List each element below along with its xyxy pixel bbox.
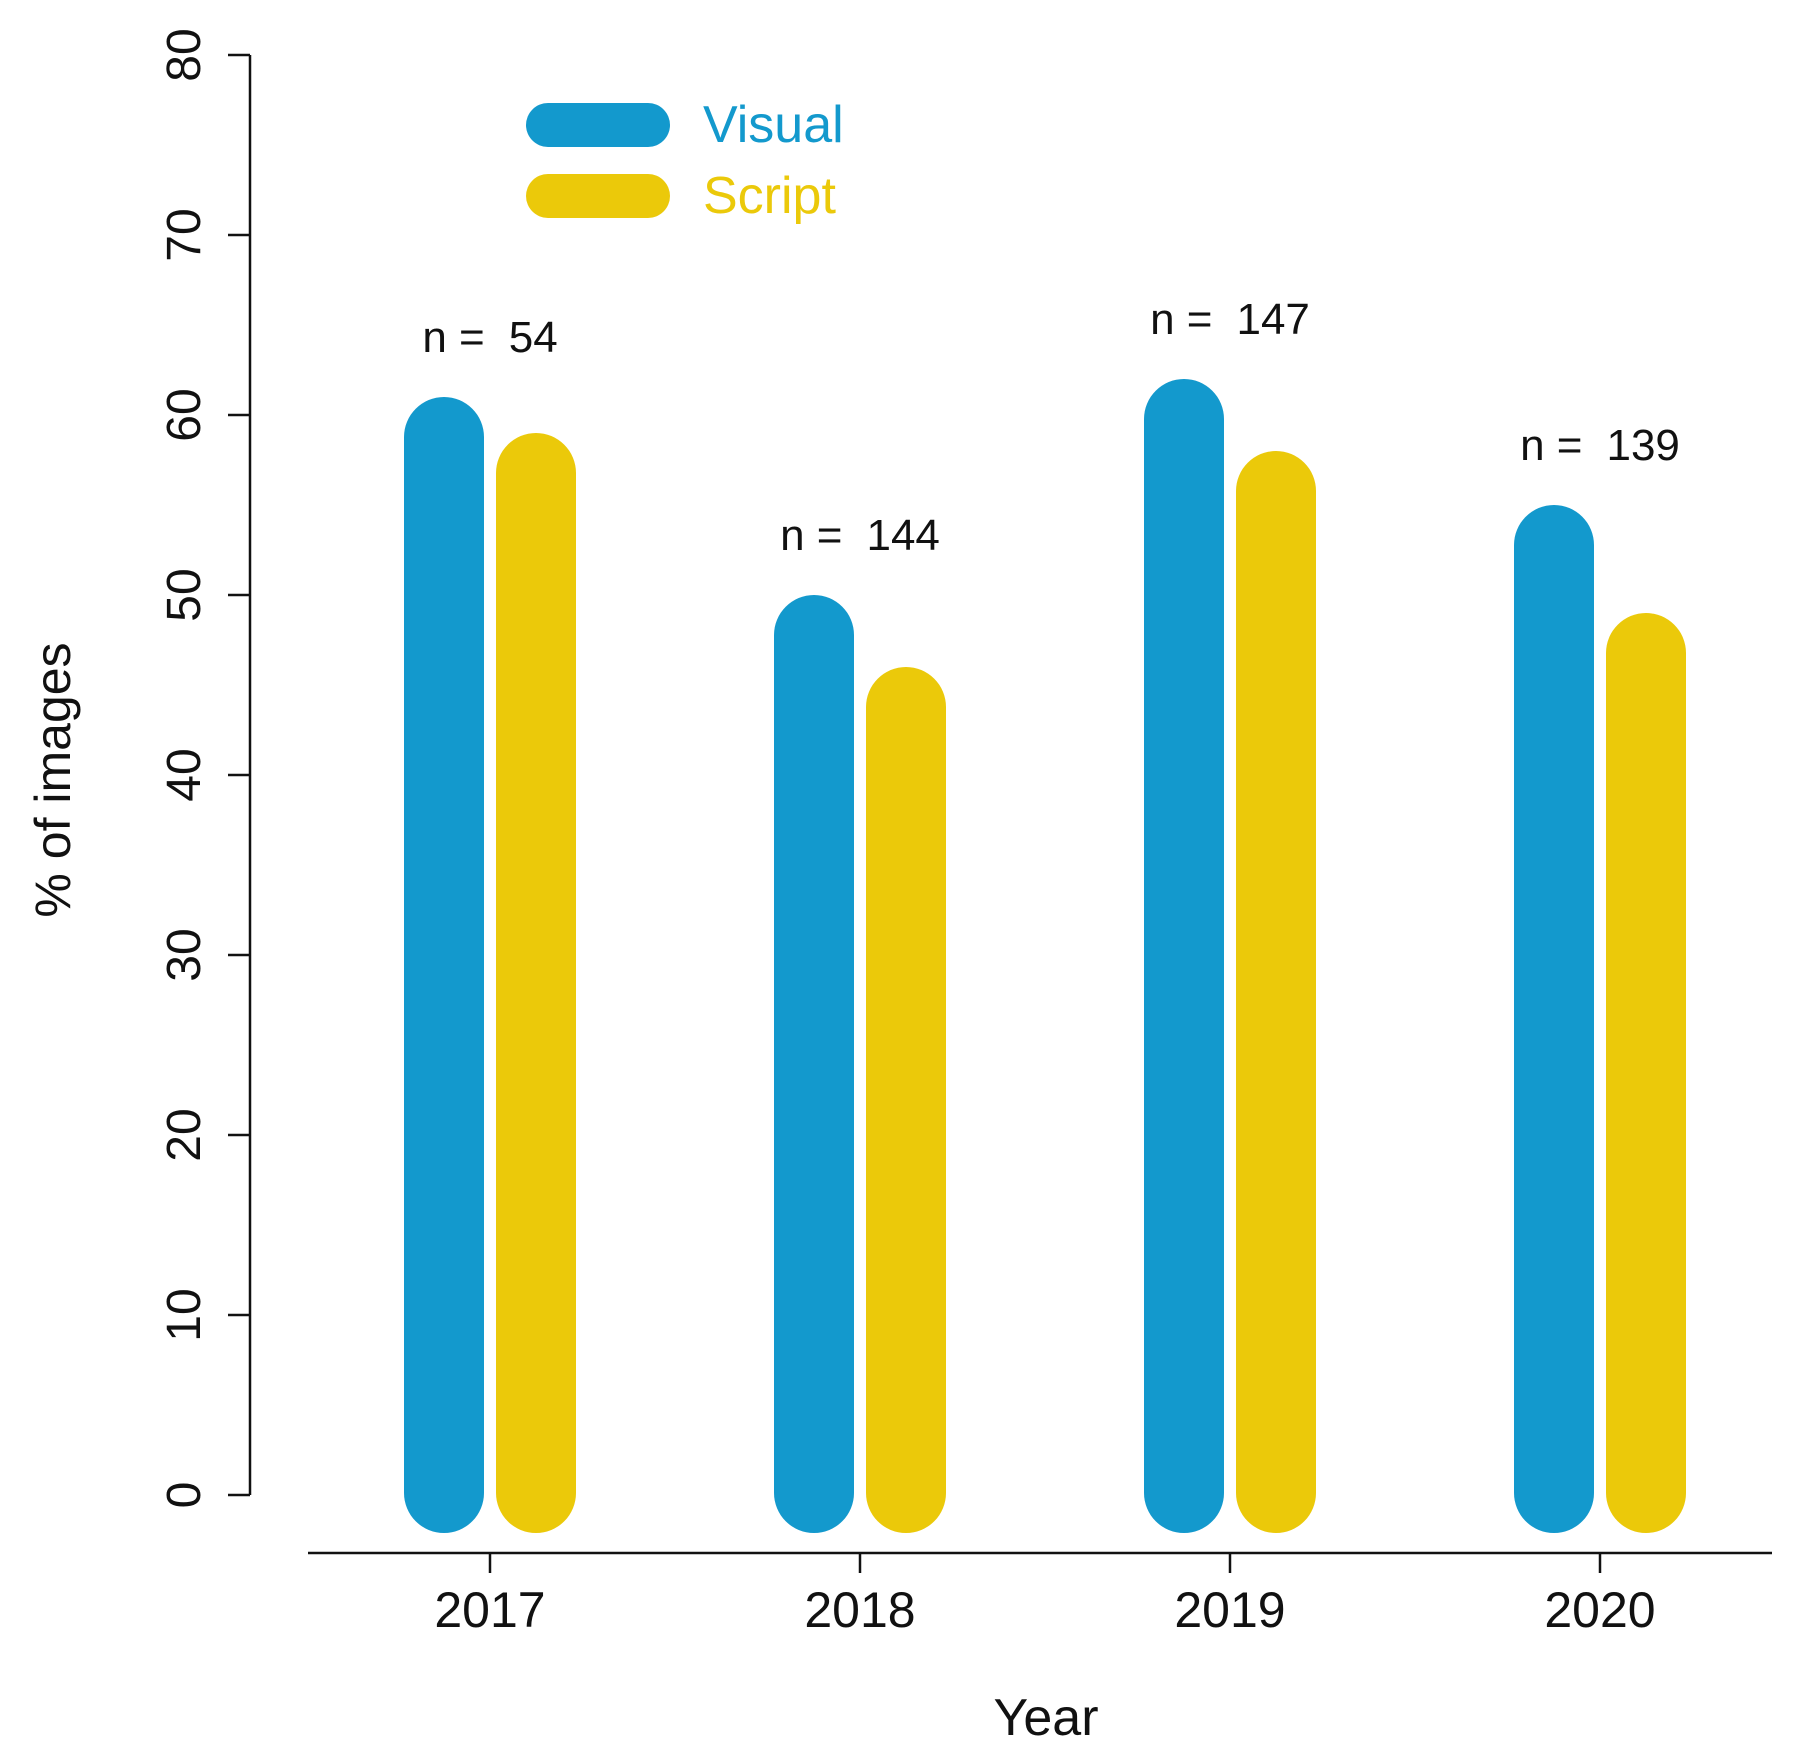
y-tick-label: 80: [158, 28, 211, 81]
n-value: 144: [866, 511, 939, 560]
y-tick-label: 50: [158, 568, 211, 621]
n-label: n =: [422, 313, 484, 362]
x-axis-title: Year: [993, 1689, 1098, 1747]
x-axis: 2017 2018 2019 2020: [308, 1551, 1772, 1638]
bar-visual-2019: [1144, 379, 1224, 1533]
bar-script-2018: [866, 667, 946, 1533]
legend-swatch-visual: [526, 103, 670, 147]
sample-size-annotations: n = 54 n = 144 n = 147 n = 139: [422, 295, 1680, 560]
n-value: 54: [509, 313, 558, 362]
bar-script-2020: [1606, 613, 1686, 1533]
n-label: n =: [780, 511, 842, 560]
n-annotation: n = 54: [422, 313, 557, 362]
y-tick-label: 10: [158, 1288, 211, 1341]
legend-label-script: Script: [703, 167, 836, 225]
bar-visual-2018: [774, 595, 854, 1533]
y-tick-label: 70: [158, 208, 211, 261]
n-annotation: n = 139: [1520, 421, 1680, 470]
bar-script-2017: [496, 433, 576, 1533]
bar-visual-2020: [1514, 505, 1594, 1533]
x-tick-label: 2020: [1544, 1582, 1655, 1638]
legend: Visual Script: [526, 96, 844, 225]
y-tick-label: 20: [158, 1108, 211, 1161]
n-annotation: n = 144: [780, 511, 940, 560]
n-value: 147: [1236, 295, 1309, 344]
y-tick-label: 30: [158, 928, 211, 981]
n-annotation: n = 147: [1150, 295, 1310, 344]
x-tick-label: 2017: [434, 1582, 545, 1638]
y-tick-label: 40: [158, 748, 211, 801]
y-axis: 0 10 20 30 40 50 60 70 80: [158, 28, 252, 1509]
n-label: n =: [1520, 421, 1582, 470]
y-axis-title: % of images: [25, 642, 81, 917]
x-tick-label: 2019: [1174, 1582, 1285, 1638]
n-label: n =: [1150, 295, 1212, 344]
legend-swatch-script: [526, 174, 670, 218]
y-tick-label: 0: [158, 1482, 211, 1509]
bar-script-2019: [1236, 451, 1316, 1533]
x-tick-label: 2018: [804, 1582, 915, 1638]
bar-visual-2017: [404, 397, 484, 1533]
y-tick-label: 60: [158, 388, 211, 441]
bars: [404, 379, 1686, 1533]
n-value: 139: [1606, 421, 1679, 470]
legend-label-visual: Visual: [703, 96, 844, 154]
